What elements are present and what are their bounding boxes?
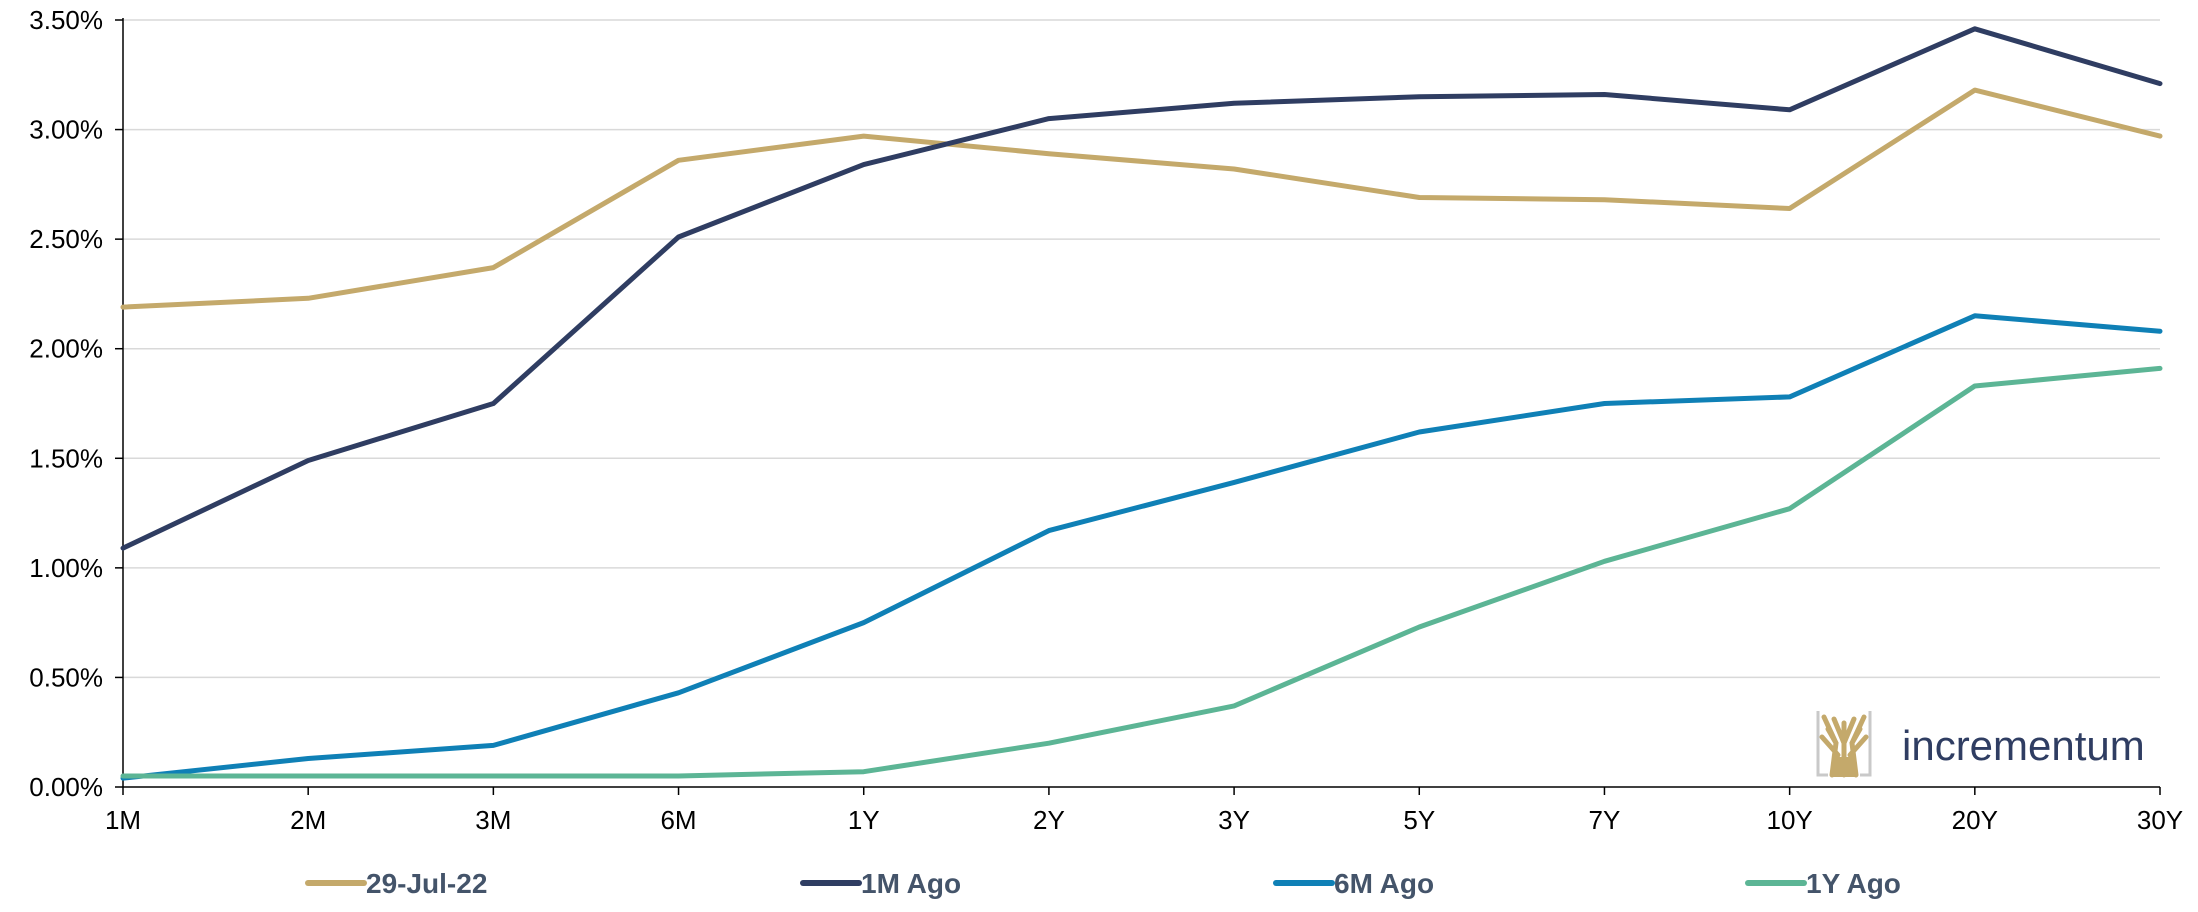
- data-point: [677, 691, 681, 695]
- data-point: [121, 774, 125, 778]
- legend-label: 1Y Ago: [1806, 868, 1901, 899]
- legend-label: 29-Jul-22: [366, 868, 487, 899]
- series-line-0: [120, 87, 2163, 310]
- x-tick-label: 3Y: [1218, 805, 1250, 835]
- data-point: [306, 774, 310, 778]
- data-point: [1047, 529, 1051, 533]
- data-point: [1973, 88, 1977, 92]
- legend-item: 1M Ago: [800, 868, 961, 899]
- series-line-3: [120, 365, 2163, 779]
- y-tick-label: 0.50%: [29, 662, 103, 692]
- data-point: [1602, 402, 1606, 405]
- data-point: [1788, 507, 1792, 511]
- data-point: [1788, 395, 1792, 399]
- grid-lines: [123, 19, 2160, 679]
- tree-icon: [1816, 711, 1872, 778]
- y-tick-label: 1.50%: [29, 443, 103, 473]
- data-point: [1232, 101, 1236, 105]
- series-line-1: [120, 26, 2163, 551]
- data-point: [1047, 117, 1051, 121]
- y-axis-ticks: 0.00% 0.50% 1.00% 1.50% 2.00% 2.50% 3.00% 3.50%: [29, 5, 124, 802]
- x-tick-label: 3M: [475, 805, 511, 835]
- data-point: [491, 743, 495, 747]
- data-point: [1047, 741, 1051, 745]
- series-lines: [120, 26, 2163, 781]
- data-point: [2158, 366, 2162, 370]
- y-tick-label: 1.00%: [29, 553, 103, 583]
- data-point: [1417, 625, 1421, 629]
- data-point: [491, 774, 495, 778]
- data-point: [491, 402, 495, 405]
- x-tick-label: 1Y: [848, 805, 880, 835]
- data-point: [1232, 167, 1236, 171]
- data-point: [1602, 93, 1606, 97]
- data-point: [1417, 430, 1421, 434]
- data-point: [121, 305, 125, 309]
- data-point: [2158, 329, 2162, 333]
- logo-text: incrementum: [1902, 722, 2145, 769]
- data-point: [862, 134, 866, 138]
- data-point: [1788, 206, 1792, 210]
- legend-item: 1Y Ago: [1745, 868, 1901, 899]
- data-point: [2158, 82, 2162, 86]
- x-tick-label: 2M: [290, 805, 326, 835]
- data-point: [1047, 152, 1051, 156]
- y-tick-label: 3.50%: [29, 5, 103, 35]
- y-tick-label: 3.00%: [29, 115, 103, 145]
- data-point: [677, 774, 681, 778]
- x-tick-label: 5Y: [1403, 805, 1435, 835]
- data-point: [677, 235, 681, 239]
- data-point: [1973, 384, 1977, 388]
- data-point: [1232, 480, 1236, 484]
- data-point: [1602, 198, 1606, 202]
- data-point: [1417, 95, 1421, 99]
- x-tick-label: 7Y: [1589, 805, 1621, 835]
- data-point: [306, 458, 310, 462]
- data-point: [1973, 314, 1977, 318]
- x-tick-label: 10Y: [1767, 805, 1813, 835]
- data-point: [1232, 704, 1236, 708]
- data-point: [1417, 196, 1421, 200]
- data-point: [1788, 108, 1792, 112]
- legend: 29-Jul-22 1M Ago 6M Ago 1Y Ago: [305, 868, 1901, 899]
- data-point: [121, 546, 125, 550]
- x-tick-label: 6M: [660, 805, 696, 835]
- legend-item: 29-Jul-22: [305, 868, 487, 899]
- legend-label: 6M Ago: [1334, 868, 1434, 899]
- legend-item: 6M Ago: [1273, 868, 1434, 899]
- x-tick-label: 2Y: [1033, 805, 1065, 835]
- x-tick-label: 30Y: [2137, 805, 2183, 835]
- legend-label: 1M Ago: [861, 868, 961, 899]
- data-point: [677, 158, 681, 162]
- series-line-2: [120, 313, 2163, 781]
- data-point: [862, 621, 866, 625]
- data-point: [862, 770, 866, 774]
- y-tick-label: 2.00%: [29, 334, 103, 364]
- incrementum-logo: incrementum: [1816, 711, 2145, 778]
- x-tick-label: 1M: [105, 805, 141, 835]
- data-point: [1602, 559, 1606, 563]
- x-tick-label: 20Y: [1952, 805, 1998, 835]
- data-point: [862, 163, 866, 167]
- data-point: [2158, 134, 2162, 138]
- x-axis-ticks: 1M 2M 3M 6M 1Y 2Y 3Y 5Y 7Y 10Y 20Y 30Y: [105, 786, 2183, 835]
- data-point: [306, 757, 310, 761]
- y-tick-label: 0.00%: [29, 772, 103, 802]
- data-point: [306, 296, 310, 300]
- data-point: [1973, 27, 1977, 31]
- y-tick-label: 2.50%: [29, 224, 103, 254]
- data-point: [491, 266, 495, 270]
